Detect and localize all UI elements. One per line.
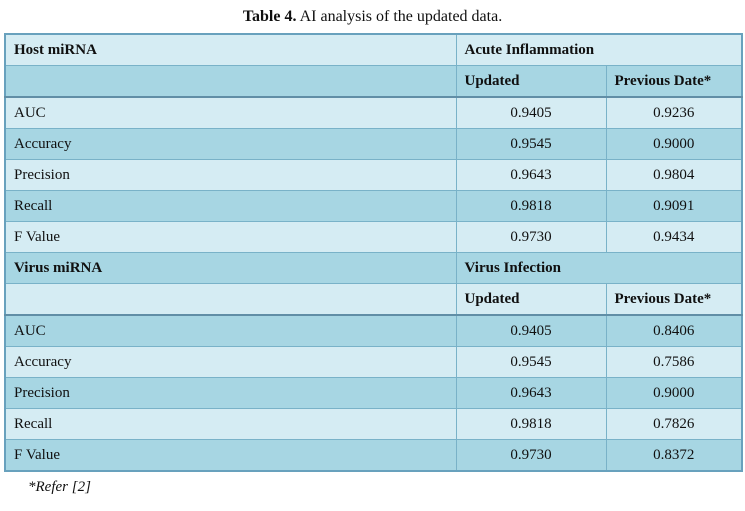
- metric-cell: AUC: [4, 96, 457, 129]
- previous-value-cell: 0.7586: [605, 346, 743, 378]
- updated-value-cell: 0.9818: [455, 190, 607, 222]
- updated-value-cell: 0.9405: [455, 314, 607, 347]
- metric-cell: Accuracy: [4, 346, 457, 378]
- section1-header-row: Host miRNA Acute Inflammation: [4, 33, 743, 66]
- table-row: F Value 0.9730 0.8372: [4, 439, 743, 472]
- table-caption-number: Table 4.: [242, 8, 297, 25]
- table-row: Accuracy 0.9545 0.7586: [4, 346, 743, 378]
- section1-updated-header: Updated: [455, 65, 607, 98]
- previous-value-cell: 0.9434: [605, 221, 743, 253]
- previous-value-cell: 0.9091: [605, 190, 743, 222]
- table-row: AUC 0.9405 0.9236: [4, 96, 743, 129]
- previous-value-cell: 0.8372: [605, 439, 743, 472]
- updated-value-cell: 0.9730: [455, 439, 607, 472]
- table-row: F Value 0.9730 0.9434: [4, 221, 743, 253]
- table-row: Recall 0.9818 0.7826: [4, 408, 743, 440]
- previous-value-cell: 0.9000: [605, 377, 743, 409]
- section1-row-label-header: Host miRNA: [4, 33, 457, 66]
- section2-updated-header: Updated: [455, 283, 607, 316]
- section1-condition-header: Acute Inflammation: [455, 33, 743, 66]
- metric-cell: F Value: [4, 439, 457, 472]
- table-footnote: *Refer [2]: [28, 479, 91, 495]
- section2-row-label-header: Virus miRNA: [4, 252, 457, 284]
- updated-value-cell: 0.9405: [455, 96, 607, 129]
- metric-cell: Accuracy: [4, 128, 457, 160]
- updated-value-cell: 0.9545: [455, 346, 607, 378]
- table-row: Precision 0.9643 0.9804: [4, 159, 743, 191]
- table-caption: Table 4. AI analysis of the updated data…: [0, 0, 745, 26]
- metric-cell: F Value: [4, 221, 457, 253]
- metric-cell: Recall: [4, 190, 457, 222]
- section1-subheader-row: Updated Previous Date*: [4, 65, 743, 98]
- section2-condition-header: Virus Infection: [455, 252, 743, 284]
- updated-value-cell: 0.9545: [455, 128, 607, 160]
- section2-subheader-row: Updated Previous Date*: [4, 283, 743, 316]
- metric-cell: Recall: [4, 408, 457, 440]
- table-row: Accuracy 0.9545 0.9000: [4, 128, 743, 160]
- previous-value-cell: 0.9804: [605, 159, 743, 191]
- updated-value-cell: 0.9730: [455, 221, 607, 253]
- previous-value-cell: 0.8406: [605, 314, 743, 347]
- previous-value-cell: 0.9236: [605, 96, 743, 129]
- section2-header-row: Virus miRNA Virus Infection: [4, 252, 743, 284]
- previous-value-cell: 0.7826: [605, 408, 743, 440]
- table-row: Precision 0.9643 0.9000: [4, 377, 743, 409]
- table-row: AUC 0.9405 0.8406: [4, 314, 743, 347]
- previous-value-cell: 0.9000: [605, 128, 743, 160]
- section2-previous-header: Previous Date*: [605, 283, 743, 316]
- table-caption-text: AI analysis of the updated data.: [296, 8, 503, 25]
- updated-value-cell: 0.9818: [455, 408, 607, 440]
- section1-empty-cell: [4, 65, 457, 98]
- section1-previous-header: Previous Date*: [605, 65, 743, 98]
- metric-cell: AUC: [4, 314, 457, 347]
- section2-empty-cell: [4, 283, 457, 316]
- table-row: Recall 0.9818 0.9091: [4, 190, 743, 222]
- updated-value-cell: 0.9643: [455, 377, 607, 409]
- updated-value-cell: 0.9643: [455, 159, 607, 191]
- ai-analysis-table: Host miRNA Acute Inflammation Updated Pr…: [4, 33, 744, 472]
- metric-cell: Precision: [4, 377, 457, 409]
- metric-cell: Precision: [4, 159, 457, 191]
